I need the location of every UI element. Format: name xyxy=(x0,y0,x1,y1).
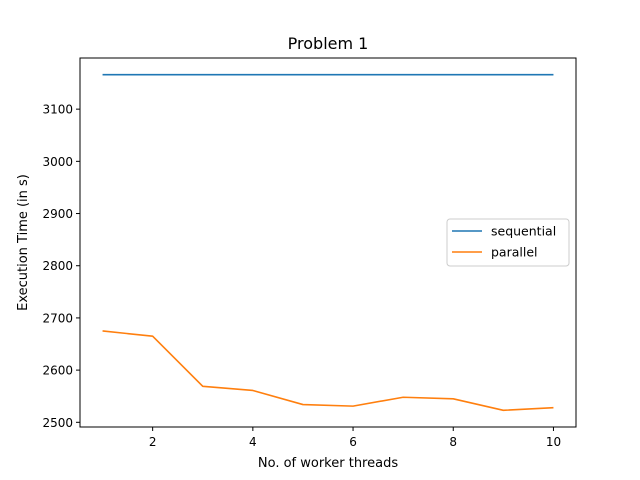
chart-title: Problem 1 xyxy=(288,34,369,53)
x-tick-label: 10 xyxy=(546,435,561,449)
y-tick-label: 3100 xyxy=(42,103,73,117)
series-layer xyxy=(102,73,554,412)
x-axis: 2 4 6 8 10 xyxy=(149,427,561,449)
y-tick-label: 2600 xyxy=(42,364,73,378)
plot-frame xyxy=(79,57,577,428)
y-tick-label: 2900 xyxy=(42,207,73,221)
x-tick-label: 8 xyxy=(449,435,457,449)
series-line-parallel xyxy=(102,330,554,412)
x-tick-label: 4 xyxy=(249,435,257,449)
legend: sequential parallel xyxy=(446,218,570,267)
legend-label-parallel: parallel xyxy=(491,245,538,260)
x-tick-label: 2 xyxy=(149,435,157,449)
y-tick-label: 2500 xyxy=(42,416,73,430)
y-tick-label: 2800 xyxy=(42,259,73,273)
y-axis: 2500 2600 2700 2800 2900 3000 3100 xyxy=(42,103,80,430)
legend-label-sequential: sequential xyxy=(491,224,556,239)
y-tick-label: 2700 xyxy=(42,311,73,325)
y-tick-label: 3000 xyxy=(42,155,73,169)
x-tick-label: 6 xyxy=(349,435,357,449)
x-axis-label: No. of worker threads xyxy=(258,456,398,471)
y-axis-label: Execution Time (in s) xyxy=(16,174,31,311)
